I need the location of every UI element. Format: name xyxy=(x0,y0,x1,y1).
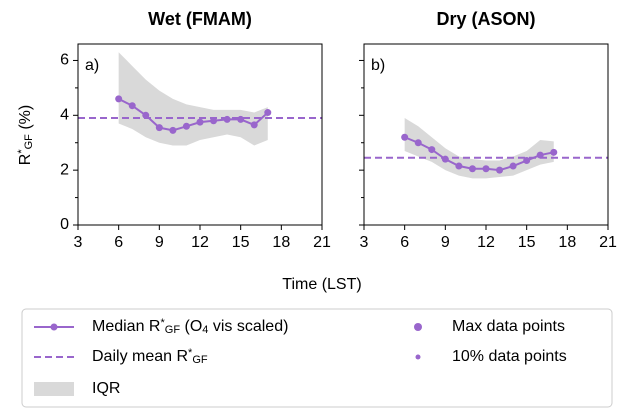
x-tick-label: 12 xyxy=(477,234,495,251)
y-tick-label: 2 xyxy=(60,161,69,178)
label-part: (%) xyxy=(17,105,34,134)
panel-label: a) xyxy=(85,57,99,74)
median-point xyxy=(536,151,544,159)
x-tick-label: 3 xyxy=(360,234,369,251)
label-part: 10% data points xyxy=(452,348,567,365)
legend-marker xyxy=(415,354,421,360)
y-axis-title: R*GF (%) xyxy=(16,105,35,165)
y-tick-label: 6 xyxy=(60,52,69,69)
label-part: (O xyxy=(180,318,202,335)
label-part: Max data points xyxy=(452,318,565,335)
median-point xyxy=(428,146,436,154)
label-part: Median R xyxy=(92,318,160,335)
panel-label: b) xyxy=(371,57,385,74)
panel-title: Wet (FMAM) xyxy=(148,9,252,29)
label-part: R xyxy=(17,154,34,166)
label-part: GF xyxy=(192,354,208,366)
median-point xyxy=(523,157,531,165)
median-point xyxy=(210,117,218,125)
median-point xyxy=(142,111,150,119)
label-part: * xyxy=(188,347,193,359)
median-point xyxy=(496,166,504,174)
y-tick-label: 4 xyxy=(60,107,69,124)
x-tick-label: 21 xyxy=(599,234,617,251)
x-tick-label: 15 xyxy=(232,234,250,251)
legend-label: IQR xyxy=(92,380,120,397)
legend-marker xyxy=(414,323,422,331)
legend-label: 10% data points xyxy=(452,348,567,365)
legend-label: Median R*GF (O4 vis scaled) xyxy=(92,317,288,336)
label-part: GF xyxy=(23,134,35,150)
label-part: * xyxy=(160,317,165,329)
x-tick-label: 3 xyxy=(74,234,83,251)
median-point xyxy=(455,162,463,170)
median-point xyxy=(509,162,517,170)
x-tick-label: 15 xyxy=(518,234,536,251)
label-part: GF xyxy=(165,324,181,336)
median-point xyxy=(237,115,245,123)
legend-label: Max data points xyxy=(452,318,565,335)
median-point xyxy=(468,165,476,173)
x-tick-label: 6 xyxy=(114,234,123,251)
median-point xyxy=(182,122,190,130)
x-tick-label: 6 xyxy=(400,234,409,251)
iqr-band xyxy=(118,52,268,146)
median-point xyxy=(482,165,490,173)
x-tick-label: 18 xyxy=(558,234,576,251)
median-point xyxy=(250,121,258,129)
legend-marker xyxy=(50,323,58,331)
label-part: vis scaled) xyxy=(208,318,288,335)
x-tick-label: 21 xyxy=(313,234,331,251)
panel-title: Dry (ASON) xyxy=(436,9,535,29)
median-point xyxy=(414,139,422,147)
x-tick-label: 9 xyxy=(155,234,164,251)
median-point xyxy=(196,118,204,126)
x-tick-label: 12 xyxy=(191,234,209,251)
median-point xyxy=(128,102,136,110)
legend-label: Daily mean R*GF xyxy=(92,347,208,366)
median-point xyxy=(264,109,272,117)
median-point xyxy=(155,124,163,132)
label-part: * xyxy=(16,149,28,154)
legend-patch xyxy=(34,382,74,396)
median-point xyxy=(401,133,409,141)
label-part: IQR xyxy=(92,380,120,397)
median-point xyxy=(115,95,123,103)
legend-box xyxy=(21,308,613,408)
median-point xyxy=(441,155,449,163)
median-point xyxy=(223,115,231,123)
iqr-band xyxy=(404,118,554,179)
x-tick-label: 18 xyxy=(272,234,290,251)
label-part: 4 xyxy=(202,324,208,336)
label-part: Daily mean R xyxy=(92,348,188,365)
median-point xyxy=(550,148,558,156)
y-tick-label: 0 xyxy=(60,216,69,233)
x-axis-title: Time (LST) xyxy=(282,276,361,293)
x-tick-label: 9 xyxy=(441,234,450,251)
median-point xyxy=(169,126,177,134)
